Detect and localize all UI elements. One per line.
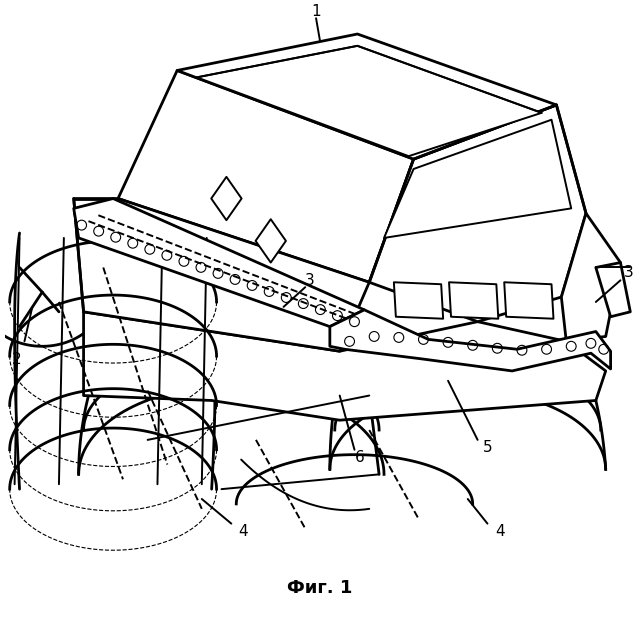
Polygon shape <box>369 105 586 322</box>
Polygon shape <box>255 219 286 262</box>
Polygon shape <box>504 282 554 319</box>
Text: 1: 1 <box>311 4 321 19</box>
Polygon shape <box>596 262 630 317</box>
Text: 5: 5 <box>483 440 492 455</box>
Text: 3: 3 <box>623 265 633 280</box>
Polygon shape <box>211 177 241 220</box>
Polygon shape <box>561 214 620 341</box>
Polygon shape <box>177 34 556 159</box>
Polygon shape <box>74 199 364 327</box>
Polygon shape <box>74 199 369 351</box>
Polygon shape <box>384 119 572 238</box>
Polygon shape <box>197 46 541 156</box>
Text: Фиг. 1: Фиг. 1 <box>287 579 353 597</box>
Text: 3: 3 <box>305 273 315 288</box>
Text: 6: 6 <box>355 450 364 465</box>
Text: 4: 4 <box>238 524 248 539</box>
Text: 2: 2 <box>12 352 21 366</box>
Polygon shape <box>84 312 605 420</box>
Polygon shape <box>394 282 443 319</box>
Polygon shape <box>449 282 499 319</box>
Polygon shape <box>118 71 413 282</box>
Text: 4: 4 <box>495 524 505 539</box>
Polygon shape <box>330 310 611 371</box>
